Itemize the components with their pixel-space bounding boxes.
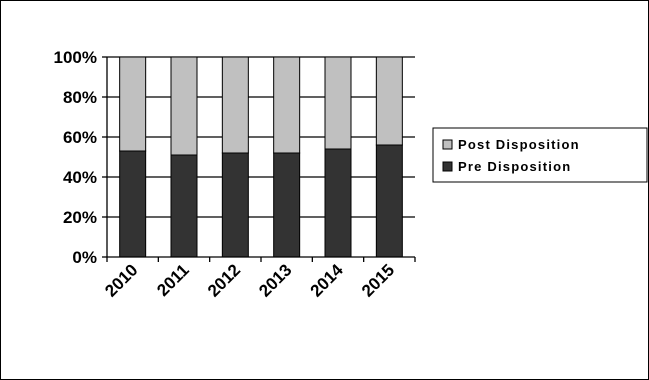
y-tick-labels: 0% 20% 40% 60% 80% 100% [54, 48, 97, 267]
x-tick-label: 2013 [255, 260, 295, 300]
y-tick-label: 40% [63, 168, 97, 187]
bar-pre-disposition-2014 [324, 148, 352, 258]
x-tick-label: 2011 [153, 260, 193, 300]
gridlines [107, 56, 415, 218]
legend-swatch-post-disposition [442, 139, 453, 150]
y-tick-label: 80% [63, 88, 97, 107]
bar-pre-disposition-2013 [273, 152, 301, 258]
legend-label-pre-disposition: Pre Disposition [458, 159, 571, 174]
bar-post-disposition-2014 [324, 56, 352, 150]
legend-box [432, 127, 648, 183]
y-tick-label: 0% [72, 248, 97, 267]
bar-post-disposition-2013 [273, 56, 301, 154]
y-tick-label: 60% [63, 128, 97, 147]
bar-post-disposition-2010 [119, 56, 147, 152]
legend-label-post-disposition: Post Disposition [458, 137, 580, 152]
axes [102, 56, 416, 262]
x-tick-label: 2012 [204, 260, 244, 300]
bar-pre-disposition-2010 [119, 150, 147, 258]
bar-post-disposition-2015 [375, 56, 403, 146]
bar-post-disposition-2012 [221, 56, 249, 154]
legend-swatch-pre-disposition [442, 161, 453, 172]
x-tick-label: 2014 [307, 260, 348, 301]
bars [119, 56, 403, 258]
bar-post-disposition-2011 [170, 56, 198, 156]
x-tick-label: 2010 [101, 260, 141, 300]
y-tick-label: 100% [54, 48, 97, 67]
bar-pre-disposition-2015 [375, 144, 403, 258]
bar-pre-disposition-2012 [221, 152, 249, 258]
legend: Post Disposition Pre Disposition [432, 127, 648, 183]
bar-pre-disposition-2011 [170, 154, 198, 258]
x-tick-label: 2015 [358, 260, 398, 300]
y-tick-label: 20% [63, 208, 97, 227]
x-tick-labels: 2010 2011 2012 2013 2014 2015 [101, 260, 398, 301]
